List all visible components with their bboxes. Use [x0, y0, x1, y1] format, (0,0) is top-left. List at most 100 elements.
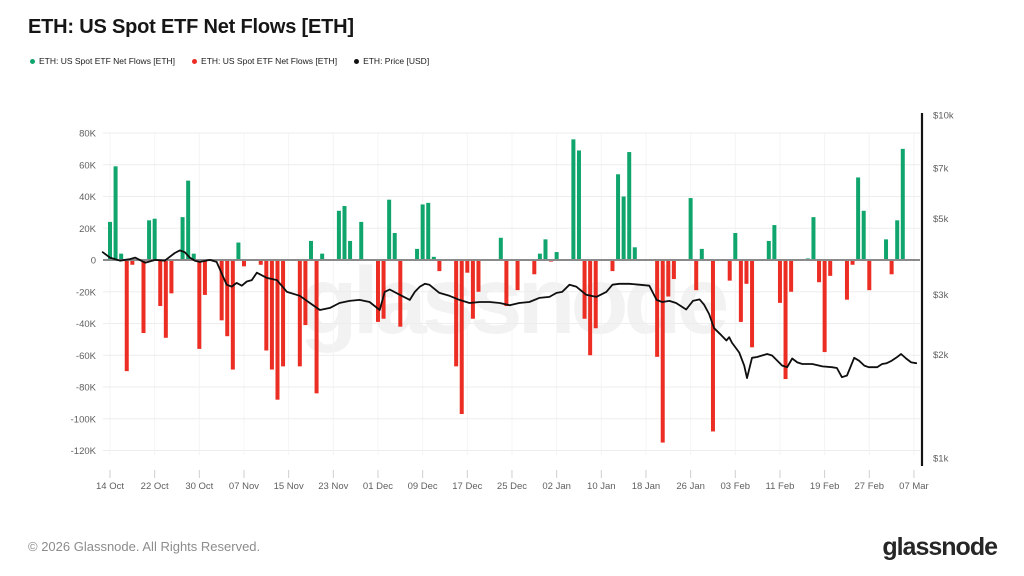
flow-bar[interactable]	[219, 260, 224, 321]
flow-bar[interactable]	[152, 218, 157, 260]
flow-bar[interactable]	[169, 260, 174, 294]
flow-bar[interactable]	[867, 260, 872, 291]
legend-item-netflows-positive[interactable]: ETH: US Spot ETF Net Flows [ETH]	[30, 56, 175, 66]
flow-bar[interactable]	[387, 199, 392, 260]
flow-bar[interactable]	[342, 206, 347, 260]
flow-bar[interactable]	[348, 240, 353, 260]
flow-bar[interactable]	[621, 196, 626, 261]
flow-bar[interactable]	[543, 239, 548, 260]
flow-bar[interactable]	[186, 180, 191, 260]
flow-bar[interactable]	[415, 248, 420, 260]
flow-bar[interactable]	[532, 260, 537, 275]
flow-bar[interactable]	[459, 260, 464, 414]
flow-bar[interactable]	[241, 260, 246, 267]
flow-bar[interactable]	[504, 260, 509, 307]
legend-item-price[interactable]: ETH: Price [USD]	[354, 56, 429, 66]
flow-bar[interactable]	[616, 174, 621, 260]
flow-bar[interactable]	[108, 221, 112, 260]
flow-bar[interactable]	[571, 139, 576, 260]
flow-bar[interactable]	[269, 260, 274, 370]
flow-bar[interactable]	[610, 260, 615, 272]
flow-bar[interactable]	[225, 260, 230, 337]
flow-bar[interactable]	[230, 260, 235, 370]
flow-bar[interactable]	[554, 252, 559, 260]
flow-bar[interactable]	[465, 260, 470, 273]
flow-bar[interactable]	[699, 248, 704, 260]
flow-bar[interactable]	[895, 220, 900, 260]
flow-bar[interactable]	[113, 166, 118, 260]
netflow-bars[interactable]	[108, 139, 905, 443]
flow-bar[interactable]	[147, 220, 152, 260]
flow-bar[interactable]	[884, 239, 889, 260]
flow-bar[interactable]	[694, 260, 699, 291]
flow-bar[interactable]	[426, 202, 431, 260]
flow-bar[interactable]	[766, 240, 771, 260]
flow-bar[interactable]	[124, 260, 129, 372]
flow-bar[interactable]	[308, 240, 313, 260]
flow-bar[interactable]	[392, 233, 397, 260]
flow-bar[interactable]	[889, 260, 894, 275]
legend-item-netflows-negative[interactable]: ETH: US Spot ETF Net Flows [ETH]	[192, 56, 337, 66]
flow-bar[interactable]	[130, 260, 135, 265]
flow-bar[interactable]	[281, 260, 286, 367]
flow-bar[interactable]	[655, 260, 660, 357]
flow-bar[interactable]	[738, 260, 743, 322]
flow-bar[interactable]	[727, 260, 732, 281]
flow-bar[interactable]	[119, 253, 124, 260]
flow-bar[interactable]	[627, 152, 632, 260]
flow-bar[interactable]	[398, 260, 403, 327]
flow-bar[interactable]	[141, 260, 146, 334]
flow-bar[interactable]	[515, 260, 520, 291]
flow-bar[interactable]	[588, 260, 593, 356]
flow-bar[interactable]	[180, 217, 185, 260]
flow-bar[interactable]	[320, 253, 325, 260]
flow-bar[interactable]	[733, 233, 738, 260]
flow-bar[interactable]	[537, 253, 542, 260]
flow-bar[interactable]	[470, 260, 475, 319]
flow-bar[interactable]	[297, 260, 302, 367]
flow-bar[interactable]	[582, 260, 587, 319]
flow-bar[interactable]	[777, 260, 782, 303]
flow-bar[interactable]	[856, 177, 861, 260]
flow-bar[interactable]	[258, 260, 263, 265]
flow-bar[interactable]	[710, 260, 715, 432]
flow-bar[interactable]	[844, 260, 849, 300]
flow-bar[interactable]	[420, 204, 425, 260]
flow-bar[interactable]	[202, 260, 207, 295]
flow-bar[interactable]	[750, 260, 755, 348]
flow-bar[interactable]	[163, 260, 168, 338]
flow-bar[interactable]	[375, 260, 380, 322]
flow-bar[interactable]	[576, 150, 581, 260]
flow-bar[interactable]	[498, 237, 503, 260]
flow-bar[interactable]	[314, 260, 319, 394]
flow-bar[interactable]	[336, 210, 341, 260]
flow-bar[interactable]	[454, 260, 459, 367]
flow-bar[interactable]	[359, 221, 364, 260]
flow-bar[interactable]	[303, 260, 308, 326]
flow-bar[interactable]	[660, 260, 665, 443]
flow-bar[interactable]	[900, 148, 905, 260]
flow-bar[interactable]	[772, 225, 777, 260]
flow-bar[interactable]	[476, 260, 481, 292]
flow-bar[interactable]	[431, 256, 436, 260]
flow-bar[interactable]	[158, 260, 163, 307]
flow-bar[interactable]	[437, 260, 442, 272]
flow-bar[interactable]	[236, 242, 241, 260]
flow-bar[interactable]	[822, 260, 827, 353]
flow-bar[interactable]	[275, 260, 280, 400]
flow-bar[interactable]	[197, 260, 202, 349]
flow-bar[interactable]	[593, 260, 598, 329]
flow-bar[interactable]	[789, 260, 794, 292]
flow-bar[interactable]	[381, 260, 386, 319]
flow-bar[interactable]	[666, 260, 671, 297]
flow-bar[interactable]	[817, 260, 822, 283]
flow-bar[interactable]	[850, 260, 855, 265]
flow-bar[interactable]	[688, 198, 693, 260]
flow-bar[interactable]	[783, 260, 788, 380]
flow-bar[interactable]	[811, 217, 816, 260]
flow-bar[interactable]	[191, 253, 196, 260]
flow-bar[interactable]	[264, 260, 269, 351]
price-line[interactable]	[101, 249, 918, 380]
flow-bar[interactable]	[828, 260, 833, 276]
